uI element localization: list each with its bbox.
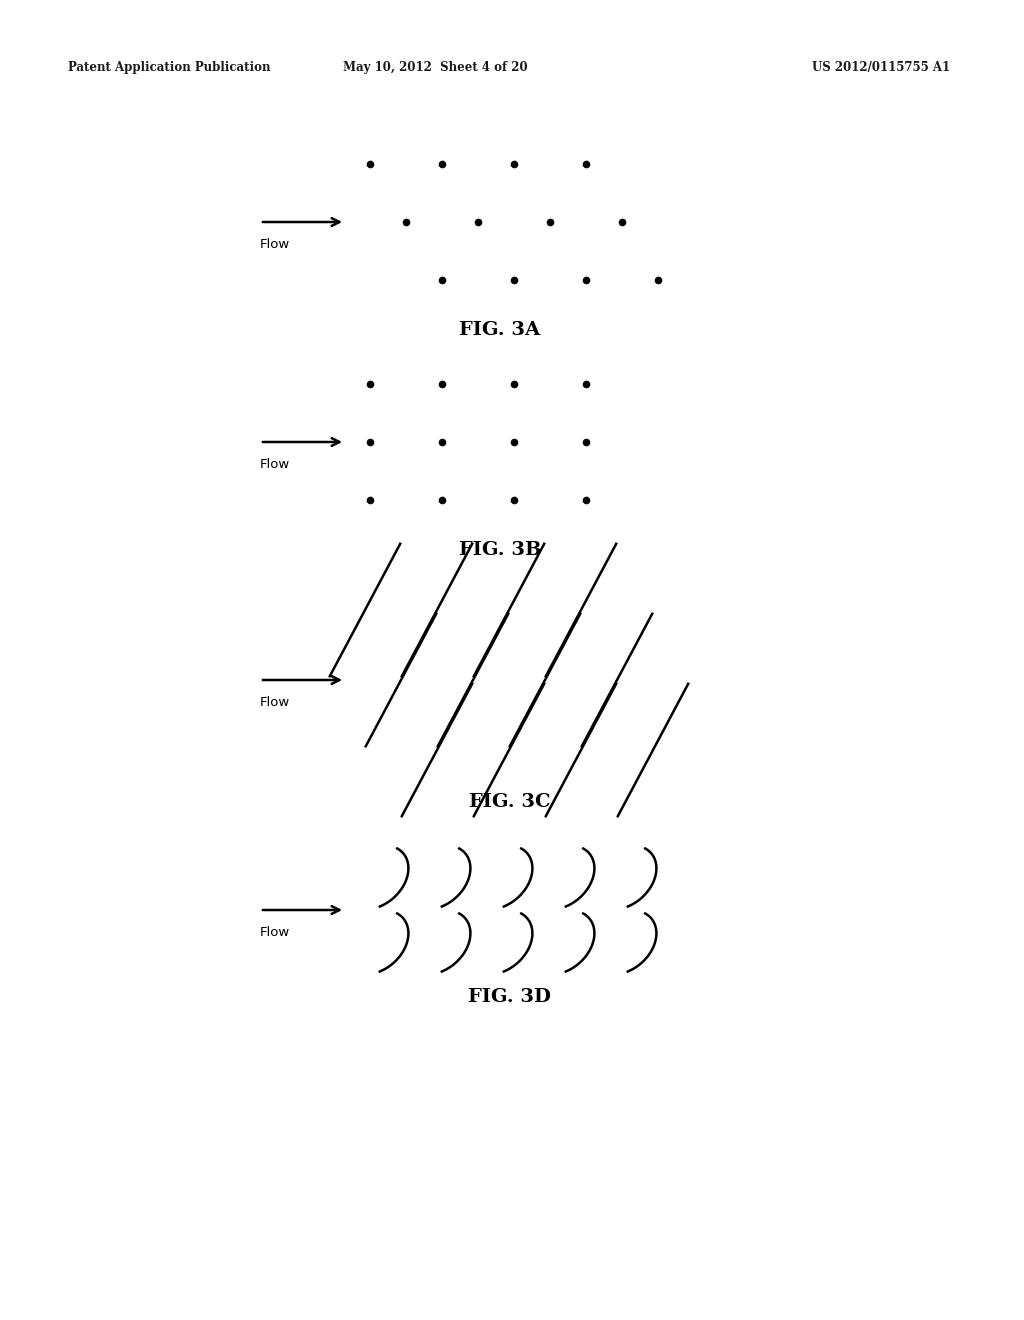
- Text: Flow: Flow: [260, 238, 290, 251]
- Text: Flow: Flow: [260, 927, 290, 939]
- Text: Flow: Flow: [260, 696, 290, 709]
- Text: Flow: Flow: [260, 458, 290, 471]
- Text: Patent Application Publication: Patent Application Publication: [68, 62, 270, 74]
- Text: May 10, 2012  Sheet 4 of 20: May 10, 2012 Sheet 4 of 20: [343, 62, 527, 74]
- Text: FIG. 3D: FIG. 3D: [469, 987, 552, 1006]
- Text: FIG. 3A: FIG. 3A: [460, 321, 541, 339]
- Text: FIG. 3B: FIG. 3B: [459, 541, 542, 558]
- Text: FIG. 3C: FIG. 3C: [469, 793, 551, 810]
- Text: US 2012/0115755 A1: US 2012/0115755 A1: [812, 62, 950, 74]
